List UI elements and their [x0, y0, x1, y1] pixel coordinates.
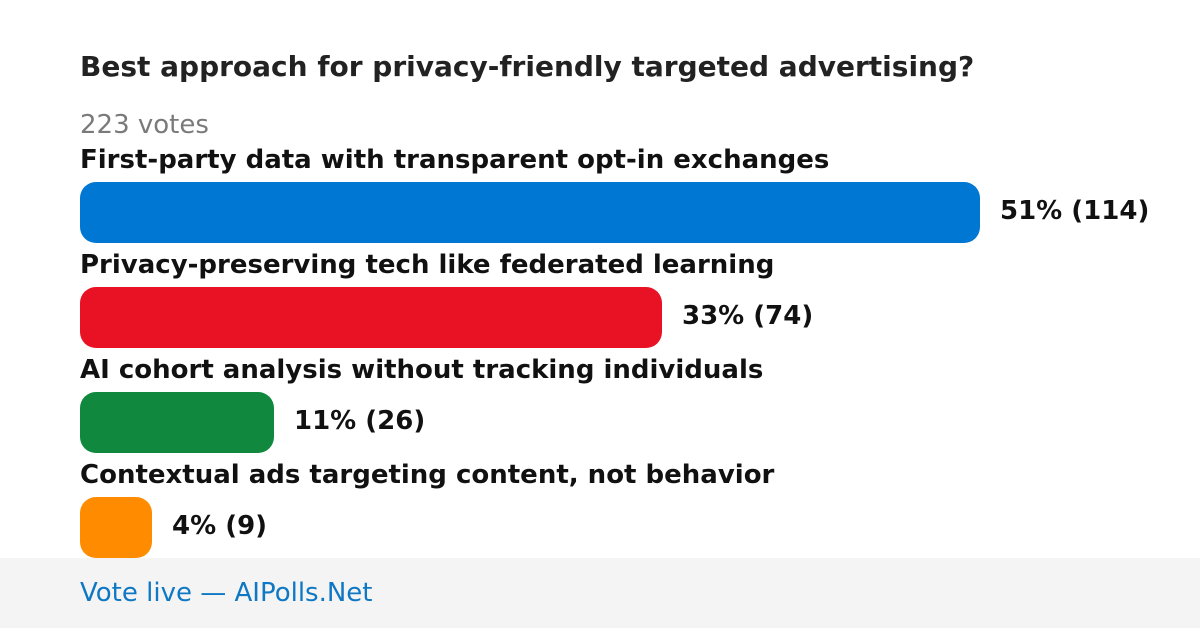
- poll-option: Contextual ads targeting content, not be…: [80, 460, 1180, 560]
- footer: Vote live — AIPolls.Net: [0, 558, 1200, 628]
- option-bar: [80, 287, 662, 348]
- poll-title: Best approach for privacy-friendly targe…: [80, 50, 975, 83]
- option-label: AI cohort analysis without tracking indi…: [80, 355, 764, 385]
- option-result: 4% (9): [172, 511, 268, 541]
- option-bar: [80, 497, 152, 558]
- option-result: 33% (74): [682, 301, 814, 331]
- option-label: Privacy-preserving tech like federated l…: [80, 250, 775, 280]
- option-label: First-party data with transparent opt-in…: [80, 145, 830, 175]
- option-bar: [80, 392, 274, 453]
- poll-option: Privacy-preserving tech like federated l…: [80, 250, 1180, 350]
- poll-option: First-party data with transparent opt-in…: [80, 145, 1180, 245]
- option-result: 11% (26): [294, 406, 426, 436]
- option-label: Contextual ads targeting content, not be…: [80, 460, 775, 490]
- option-result: 51% (114): [1000, 196, 1150, 226]
- poll-option: AI cohort analysis without tracking indi…: [80, 355, 1180, 455]
- option-bar: [80, 182, 980, 243]
- vote-live-link[interactable]: Vote live — AIPolls.Net: [80, 578, 373, 608]
- vote-count: 223 votes: [80, 110, 209, 140]
